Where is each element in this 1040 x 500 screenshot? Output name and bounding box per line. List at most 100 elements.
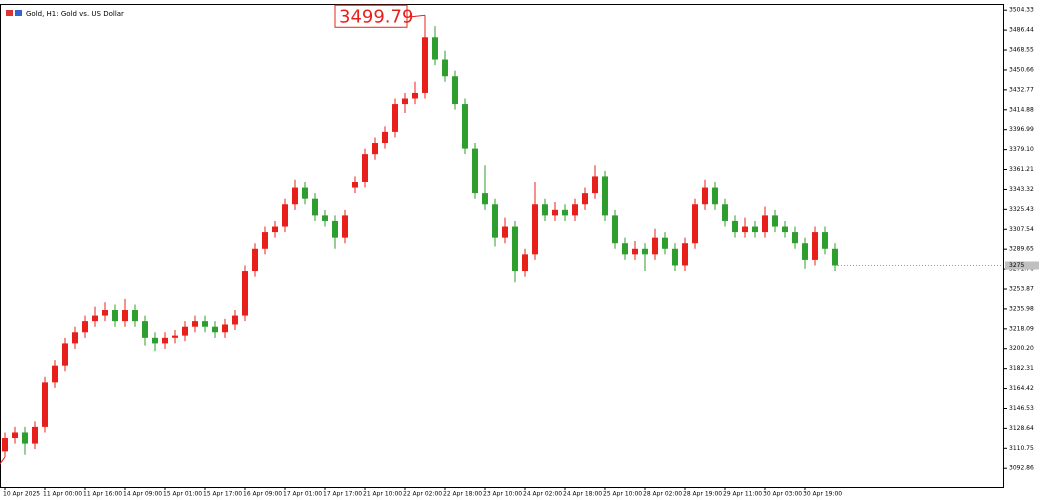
candle-body — [372, 143, 378, 155]
x-tick-label: 15 Apr 17:00 — [203, 491, 242, 498]
current-price-label: 3275 — [1009, 262, 1024, 269]
x-tick-label: 24 Apr 18:00 — [563, 491, 602, 498]
candle-body — [322, 215, 328, 221]
y-tick-label: 3450.66 — [1009, 66, 1034, 73]
y-tick-label: 3361.21 — [1009, 166, 1034, 173]
candle-body — [572, 204, 578, 216]
candle-body — [72, 332, 78, 344]
x-tick-label: 30 Apr 03:00 — [763, 491, 802, 498]
candle-body — [262, 232, 268, 249]
candle-body — [182, 326, 188, 336]
candle-body — [792, 232, 798, 244]
candle-body — [232, 315, 238, 325]
candle-body — [642, 248, 648, 255]
candle-body — [342, 215, 348, 238]
candle-body — [592, 176, 598, 194]
y-tick-label: 3235.98 — [1009, 305, 1034, 312]
candle-body — [542, 204, 548, 216]
chart-title: Gold, H1: Gold vs. US Dollar — [26, 10, 124, 18]
candle-body — [442, 59, 448, 77]
y-tick-label: 3414.88 — [1009, 106, 1034, 113]
candle-body — [562, 209, 568, 216]
annotation-box — [334, 4, 408, 28]
y-tick-label: 3289.65 — [1009, 246, 1034, 253]
candle-body — [172, 335, 178, 338]
candle-body — [632, 248, 638, 255]
candle-body — [162, 337, 168, 344]
candle-body — [752, 226, 758, 233]
candle-body — [712, 187, 718, 205]
candle-body — [222, 324, 228, 333]
candle-body — [32, 426, 38, 444]
candle-body — [132, 310, 138, 322]
candle-body — [212, 326, 218, 333]
candle-body — [122, 310, 128, 322]
annotation: 3499.79 — [339, 6, 413, 27]
candle-body — [532, 204, 538, 255]
x-tick-label: 22 Apr 18:00 — [443, 491, 482, 498]
candle-body — [82, 321, 88, 333]
candle-body — [2, 438, 8, 452]
annotation-leader — [406, 14, 426, 18]
candle-body — [242, 271, 248, 316]
candle-body — [552, 209, 558, 216]
candle-body — [112, 310, 118, 322]
y-tick-label: 3218.09 — [1009, 325, 1034, 332]
y-tick-label: 3200.20 — [1009, 345, 1034, 352]
x-tick-label: 30 Apr 19:00 — [803, 491, 842, 498]
x-tick-label: 16 Apr 09:00 — [243, 491, 282, 498]
candle-body — [822, 232, 828, 249]
candle-body — [452, 76, 458, 105]
candle-body — [282, 204, 288, 227]
candle-body — [292, 187, 298, 205]
candle-body — [812, 232, 818, 260]
candle-body — [682, 243, 688, 266]
candle-body — [22, 432, 28, 444]
candle-body — [492, 204, 498, 238]
candle-body — [42, 382, 48, 427]
candle-body — [622, 243, 628, 255]
x-tick-label: 11 Apr 00:00 — [43, 491, 82, 498]
y-tick-label: 3396.99 — [1009, 126, 1034, 133]
candle-body — [602, 176, 608, 216]
candle-body — [312, 198, 318, 216]
x-tick-label: 10 Apr 2025 — [3, 491, 40, 498]
candle-body — [432, 37, 438, 60]
x-tick-label: 23 Apr 10:00 — [483, 491, 522, 498]
y-tick-label: 3182.31 — [1009, 365, 1034, 372]
icon — [6, 10, 13, 16]
candle-body — [422, 37, 428, 93]
candle-body — [142, 321, 148, 338]
y-tick-label: 3253.87 — [1009, 286, 1034, 293]
candle-body — [702, 187, 708, 205]
y-tick-label: 3128.64 — [1009, 425, 1034, 432]
icon — [15, 10, 22, 16]
y-tick-label: 3092.86 — [1009, 465, 1034, 472]
candle-body — [102, 310, 108, 316]
candle-body — [352, 181, 358, 188]
candle-body — [772, 215, 778, 227]
y-tick-label: 3307.54 — [1009, 226, 1034, 233]
y-tick-label: 3110.75 — [1009, 445, 1034, 452]
candle-body — [482, 193, 488, 205]
candle-body — [462, 104, 468, 149]
y-tick-label: 3164.42 — [1009, 385, 1034, 392]
current-price-box — [1005, 261, 1039, 270]
candle-body — [742, 226, 748, 233]
candle-body — [382, 131, 388, 144]
y-tick-label: 3379.10 — [1009, 146, 1034, 153]
candle-body — [612, 215, 618, 244]
candle-body — [522, 254, 528, 272]
x-tick-label: 29 Apr 11:00 — [723, 491, 762, 498]
candle-body — [782, 226, 788, 233]
candle-body — [692, 204, 698, 244]
y-tick-label: 3486.44 — [1009, 27, 1034, 34]
candle-body — [202, 321, 208, 327]
candle-body — [52, 365, 58, 383]
candle-body — [832, 248, 838, 266]
x-tick-label: 17 Apr 17:00 — [323, 491, 362, 498]
candle-body — [252, 248, 258, 272]
candle-body — [412, 92, 418, 99]
candle-body — [672, 248, 678, 266]
y-tick-label: 3325.43 — [1009, 206, 1034, 213]
